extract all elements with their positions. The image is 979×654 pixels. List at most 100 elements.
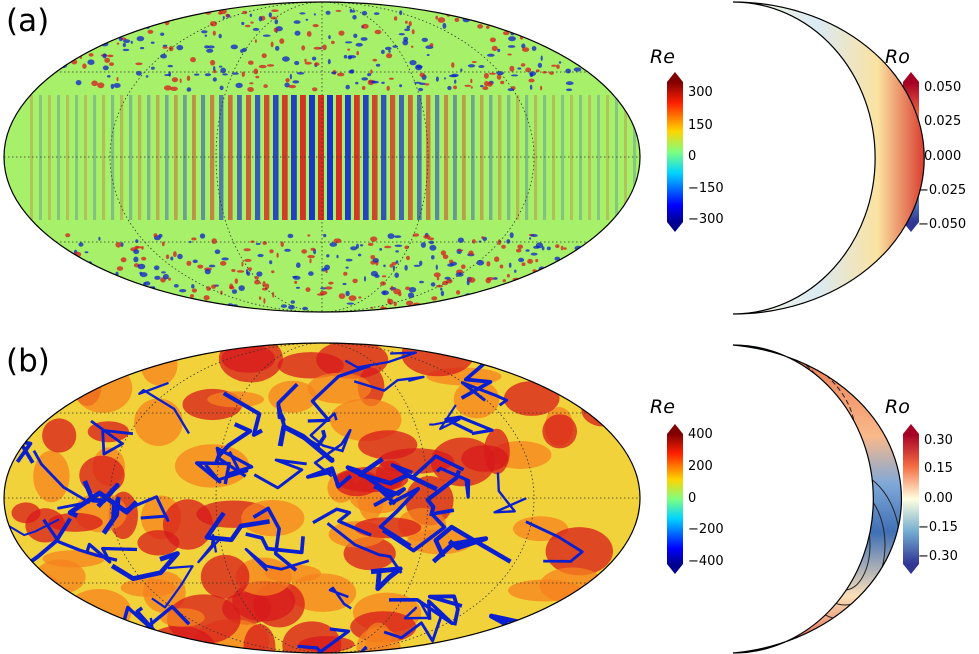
map-a-speckle [384,245,392,249]
map-a-speckle [362,86,366,90]
map-a-stripe [237,95,242,220]
map-b-downflow-lane [276,404,327,448]
tick-ro-a-2: 0.000 [924,149,962,164]
map-b-downflow-lane [245,532,305,555]
map-a-speckle [115,242,122,248]
map-a-speckle [405,20,408,24]
map-a-speckle [427,237,435,241]
map-a-speckle [78,242,84,247]
map-a-speckle [535,294,539,297]
map-a-speckle [338,293,346,299]
map-b-cell [79,455,125,495]
map-a-speckle [194,73,200,76]
map-a-speckle [361,77,369,81]
map-a-speckle [563,247,567,250]
map-a-speckle [415,64,423,71]
map-a-speckle [500,80,505,85]
map-b-downflow-lane [244,547,310,572]
map-a-stripe [561,95,565,220]
map-a-speckle [88,53,94,57]
map-a-speckle [256,271,263,277]
map-a-speckle [63,272,69,277]
map-a-speckle [491,21,494,25]
map-a-speckle [280,241,284,247]
map-a-speckle [492,14,500,20]
map-b-cell [453,380,500,419]
map-a-speckle [516,248,522,253]
map-a-speckle [218,33,222,39]
map-a-speckle [387,298,391,304]
map-a-speckle [235,82,243,89]
map-a-speckle [521,43,526,49]
map-b-downflow-lane [429,404,461,431]
map-b-downflow-lane [425,469,461,517]
map-a-speckle [344,41,353,44]
map-b-cell [13,572,62,614]
map-a-stripe [309,95,315,220]
map-a-stripe [201,95,206,220]
map-a-speckle [116,77,119,82]
map-a-speckle [221,257,229,261]
map-a-stripe [66,95,70,220]
map-a-speckle [65,233,71,238]
map-a-speckle [206,48,214,53]
map-b-downflow-lane [4,435,35,464]
map-a-speckle [412,233,420,237]
map-b-downflow-lane [431,536,489,564]
map-a-speckle [189,299,194,303]
map-a-speckle [295,286,301,289]
map-a-speckle [371,80,379,84]
map-a-speckle [234,278,238,284]
map-a-speckle [374,29,382,35]
map-a-speckle [203,295,210,301]
map-b-downflow-lane [433,524,512,564]
map-a-stripe [435,95,440,220]
map-a-speckle [191,288,197,293]
map-b-downflow-lane [306,466,353,489]
map-a-speckle [555,33,559,39]
map-b-cell [163,499,213,550]
map-a-speckle [361,10,368,16]
map-a-speckle [529,72,534,78]
map-a-speckle [176,44,184,51]
map-a-speckle [542,283,550,286]
map-a-speckle [510,74,519,77]
map-a-speckle [482,86,489,91]
map-a-speckle [197,264,204,269]
map-a-speckle [304,61,312,65]
map-a-speckle [468,250,474,256]
map-a-speckle [246,271,251,276]
map-a-speckle [541,294,544,301]
map-a-speckle [66,44,75,49]
map-a-speckle [530,252,538,256]
map-a-stripe [345,95,351,220]
map-a-speckle [488,300,496,304]
map-a-speckle [123,39,131,43]
map-a-speckle [436,276,440,281]
map-b-cell [243,624,276,653]
map-a-speckle [521,262,526,267]
map-a-speckle [361,23,369,29]
map-a-speckle [577,28,585,33]
map-a-speckle [348,295,357,301]
map-a-speckle [482,12,489,18]
map-a-speckle [120,13,123,20]
map-a-speckle [107,75,111,78]
map-a-speckle [214,249,221,254]
map-a-speckle [326,254,330,258]
map-a-speckle [407,292,415,299]
map-a-speckle [68,266,73,272]
map-a-speckle [335,9,342,12]
map-a-speckle [493,277,498,280]
map-a-speckle [109,278,114,284]
map-a-speckle [394,272,400,278]
map-a-speckle [557,275,564,278]
map-a-speckle [424,83,430,86]
map-a-speckle [501,244,506,249]
map-a-speckle [522,47,530,52]
map-a-speckle [404,28,411,32]
map-a-speckle [122,42,126,48]
map-b-cell [268,380,317,413]
map-a-speckle [393,16,398,21]
map-a-stripe [156,95,160,220]
